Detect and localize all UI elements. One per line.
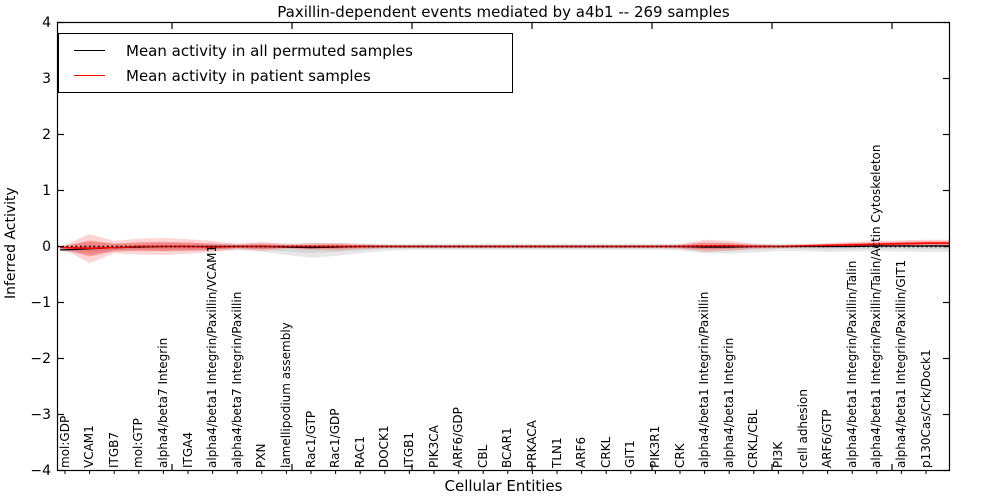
x-tick-label: PIK3CA [426,425,441,468]
x-tick-label: alpha4/beta1 Integrin/Paxillin/Talin [844,260,859,468]
x-tick-label: ITGA4 [180,431,195,468]
y-tick-label: 2 [42,126,51,143]
x-tick-label: CRKL [598,436,613,468]
legend-box: Mean activity in all permuted samples Me… [58,33,513,93]
x-tick-label: PRKACA [524,420,539,468]
legend-label-patient: Mean activity in patient samples [126,66,371,85]
x-tick-label: alpha4/beta1 Integrin/Paxillin/Talin/Act… [869,144,884,468]
x-tick-label: DOCK1 [377,425,392,468]
x-tick-label: cell adhesion [795,389,810,468]
x-axis-label: Cellular Entities [444,477,563,495]
x-tick-label: PIK3R1 [647,425,662,468]
x-tick-label: ARF6/GDP [451,407,466,468]
y-tick-label: −3 [30,406,51,423]
y-tick-label: 0 [42,238,51,255]
x-tick-label: CRKL/CBL [746,409,761,468]
x-tick-label: PXN [254,443,269,468]
x-tick-label: VCAM1 [82,425,97,468]
x-tick-label: GIT1 [623,440,638,468]
x-tick-label: RAC1 [352,436,367,468]
band-inner [60,240,950,257]
x-tick-label: alpha4/beta7 Integrin [155,337,170,468]
legend-item-patient: Mean activity in patient samples [74,67,512,85]
legend-item-permuted: Mean activity in all permuted samples [74,42,512,60]
x-tick-label: alpha4/beta1 Integrin/Paxillin/GIT1 [893,259,908,468]
x-tick-label: CRK [672,443,687,468]
x-tick-label: alpha4/beta1 Integrin/Paxillin/VCAM1 [205,244,220,468]
x-tick-label: ITGB7 [106,431,121,468]
x-tick-label: alpha4/beta1 Integrin [721,337,736,468]
legend-label-permuted: Mean activity in all permuted samples [126,41,413,60]
y-tick-label: 3 [42,70,51,87]
band-outer [60,234,950,264]
x-tick-label: Rac1/GTP [303,410,318,468]
y-tick-label: −4 [30,462,51,479]
x-tick-label: PI3K [770,441,785,468]
legend-line-permuted-icon [74,50,105,51]
x-tick-label: mol:GTP [131,418,146,468]
x-tick-label: TLN1 [549,437,564,468]
x-tick-label: BCAR1 [500,427,515,468]
x-tick-label: Rac1/GDP [328,408,343,468]
y-tick-label: 1 [42,182,51,199]
x-tick-label: ARF6 [574,436,589,468]
x-tick-label: mol:GDP [57,415,72,468]
x-tick-label: lamellipodium assembly [278,322,293,468]
x-tick-label: CBL [475,444,490,468]
y-tick-label: 4 [42,14,51,31]
chart-title: Paxillin-dependent events mediated by a4… [277,3,730,21]
x-tick-label: alpha4/beta1 Integrin/Paxillin [697,291,712,468]
x-tick-label: ITGB1 [401,431,416,468]
y-tick-label: −1 [30,294,51,311]
x-tick-label: ARF6/GTP [820,409,835,468]
legend-line-patient-icon [74,75,105,76]
x-tick-label: alpha4/beta7 Integrin/Paxillin [229,291,244,468]
x-tick-label: p130Cas/Crk/Dock1 [918,349,933,468]
y-tick-label: −2 [30,350,51,367]
